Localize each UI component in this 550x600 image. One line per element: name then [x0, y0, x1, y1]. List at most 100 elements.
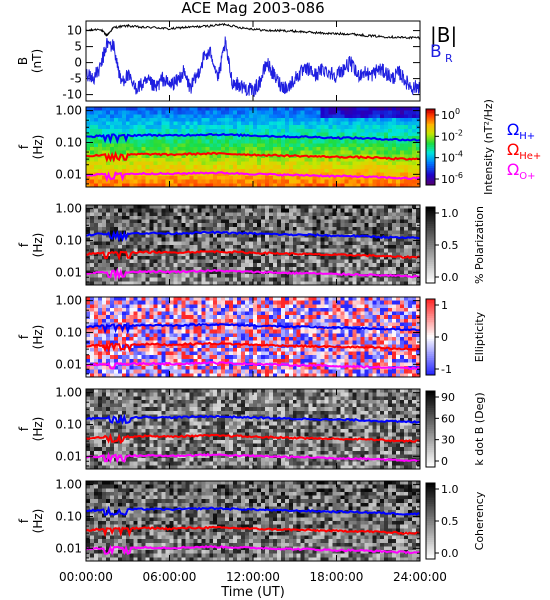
- heatmap-cell: [256, 255, 262, 260]
- heatmap-cell: [364, 168, 369, 173]
- heatmap-cell: [316, 281, 321, 286]
- heatmap-cell: [241, 300, 246, 305]
- heatmap-cell: [117, 132, 123, 137]
- heatmap-cell: [109, 168, 115, 173]
- heatmap-cell: [392, 107, 397, 112]
- heatmap-cell: [364, 205, 369, 210]
- heatmap-cell: [233, 179, 238, 184]
- heatmap-cell: [133, 358, 139, 363]
- heatmap-cell: [288, 121, 294, 126]
- colorbar-swatch: [426, 222, 435, 225]
- heatmap-cell: [340, 248, 345, 253]
- heatmap-cell: [304, 179, 310, 184]
- colorbar-swatch: [426, 179, 435, 182]
- heatmap-cell: [221, 128, 226, 133]
- heatmap-cell: [181, 344, 186, 349]
- heatmap-cell: [93, 277, 99, 282]
- heatmap-cell: [177, 223, 182, 228]
- heatmap-cell: [129, 351, 135, 356]
- heatmap-cell: [260, 107, 266, 112]
- heatmap-cell: [340, 147, 345, 152]
- heatmap-cell: [145, 143, 151, 148]
- heatmap-cell: [217, 347, 222, 352]
- heatmap-cell: [97, 355, 103, 360]
- heatmap-cell: [201, 121, 206, 126]
- heatmap-cell: [392, 168, 397, 173]
- heatmap-cell: [165, 369, 170, 374]
- heatmap-cell: [225, 344, 230, 349]
- colorbar-swatch: [426, 218, 435, 221]
- heatmap-cell: [340, 110, 345, 115]
- heatmap-cell: [312, 226, 318, 231]
- heatmap-cell: [101, 110, 107, 115]
- heatmap-cell: [380, 277, 385, 282]
- heatmap-cell: [129, 114, 135, 119]
- heatmap-cell: [408, 139, 413, 144]
- heatmap-cell: [209, 311, 214, 316]
- heatmap-cell: [173, 355, 178, 360]
- heatmap-cell: [209, 215, 214, 220]
- heatmap-cell: [93, 179, 99, 184]
- colorbar-swatch: [426, 120, 435, 123]
- heatmap-cell: [408, 154, 413, 159]
- heatmap-cell: [233, 297, 238, 302]
- heatmap-cell: [268, 263, 274, 268]
- heatmap-cell: [153, 266, 158, 271]
- heatmap-cell: [233, 274, 238, 279]
- heatmap-cell: [177, 212, 182, 217]
- heatmap-cell: [193, 168, 198, 173]
- heatmap-cell: [105, 136, 111, 141]
- heatmap-cell: [304, 165, 310, 170]
- heatmap-cell: [217, 172, 222, 177]
- heatmap-cell: [153, 281, 158, 286]
- heatmap-cell: [209, 110, 214, 115]
- heatmap-cell: [169, 307, 174, 312]
- heatmap-cell: [324, 215, 329, 220]
- heatmap-cell: [412, 110, 417, 115]
- heatmap-cell: [137, 168, 143, 173]
- heatmap-cell: [86, 318, 91, 323]
- heatmap-cell: [324, 107, 329, 112]
- colorbar-swatch: [426, 252, 435, 255]
- heatmap-cell: [380, 154, 385, 159]
- heatmap-cell: [336, 147, 341, 152]
- heatmap-cell: [352, 143, 357, 148]
- heatmap-cell: [328, 226, 333, 231]
- heatmap-cell: [86, 208, 91, 213]
- heatmap-cell: [109, 358, 115, 363]
- heatmap-cell: [249, 307, 254, 312]
- heatmap-cell: [416, 147, 421, 152]
- heatmap-cell: [276, 215, 282, 220]
- heatmap-cell: [133, 168, 139, 173]
- heatmap-cell: [328, 147, 333, 152]
- heatmap-cell: [193, 311, 198, 316]
- heatmap-cell: [137, 307, 143, 312]
- heatmap-cell: [245, 304, 250, 309]
- heatmap-cell: [153, 183, 158, 188]
- heatmap-cell: [280, 333, 286, 338]
- heatmap-cell: [336, 183, 341, 188]
- heatmap-cell: [229, 237, 234, 242]
- heatmap-cell: [137, 114, 143, 119]
- heatmap-cell: [189, 344, 194, 349]
- heatmap-cell: [296, 245, 302, 250]
- heatmap-cell: [233, 136, 238, 141]
- heatmap-cell: [229, 176, 234, 181]
- heatmap-cell: [288, 212, 294, 217]
- heatmap-cell: [189, 255, 194, 260]
- heatmap-cell: [145, 307, 151, 312]
- heatmap-cell: [101, 215, 107, 220]
- heatmap-cell: [416, 165, 421, 170]
- heatmap-cell: [221, 329, 226, 334]
- heatmap-cell: [336, 121, 341, 126]
- heatmap-cell: [412, 205, 417, 210]
- heatmap-cell: [380, 121, 385, 126]
- colorbar-swatch: [426, 162, 435, 165]
- heatmap-cell: [304, 132, 310, 137]
- heatmap-cell: [141, 304, 147, 309]
- heatmap-cell: [109, 219, 115, 224]
- heatmap-cell: [264, 107, 270, 112]
- heatmap-cell: [340, 223, 345, 228]
- heatmap-cell: [364, 157, 369, 162]
- heatmap-cell: [209, 237, 214, 242]
